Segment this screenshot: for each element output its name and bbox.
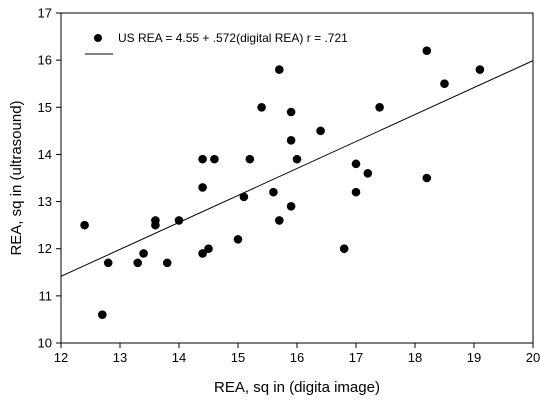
data-point: [292, 154, 302, 164]
x-tick-label: 14: [172, 350, 186, 365]
data-point: [363, 168, 373, 178]
plot-area-frame: [60, 12, 534, 344]
x-tick-label: 19: [467, 350, 481, 365]
data-point: [286, 135, 296, 145]
data-point: [98, 310, 107, 320]
y-tick-label: 15: [38, 100, 52, 115]
data-point: [375, 102, 384, 112]
data-point: [80, 220, 89, 230]
y-tick-label: 11: [39, 288, 53, 303]
data-points: [80, 46, 485, 320]
data-point: [139, 249, 148, 258]
x-tick-label: 17: [349, 350, 363, 365]
y-tick-label: 16: [38, 53, 52, 68]
x-tick-label: 12: [54, 350, 68, 365]
data-point: [351, 187, 361, 197]
data-point: [174, 216, 184, 225]
data-point: [151, 216, 160, 225]
data-point: [440, 79, 449, 89]
y-tick-label: 14: [38, 147, 52, 162]
data-point: [475, 65, 485, 74]
data-point: [204, 244, 213, 254]
data-point: [275, 216, 284, 225]
x-tick-label: 20: [526, 350, 540, 365]
y-tick-label: 17: [38, 6, 52, 21]
data-point: [269, 187, 278, 197]
legend-entry-label: US REA = 4.55 + .572(digital REA) r = .7…: [118, 31, 348, 45]
legend: US REA = 4.55 + .572(digital REA) r = .7…: [85, 31, 348, 55]
regression-line: [60, 60, 534, 277]
data-point: [339, 244, 349, 254]
x-tick-labels: 12 13 14 15 16 17 18 19 20: [54, 350, 540, 365]
data-point: [198, 183, 207, 192]
y-tick-label: 13: [38, 194, 52, 209]
data-point: [103, 258, 113, 268]
legend-marker-symbol: [94, 34, 102, 42]
data-point: [133, 258, 142, 268]
axis-ticks: [56, 12, 534, 348]
data-point: [210, 154, 219, 164]
y-tick-label: 12: [38, 241, 52, 256]
x-tick-label: 18: [408, 350, 422, 365]
y-axis-title: REA, sq in (ultrasound): [8, 100, 25, 255]
data-point: [316, 126, 325, 136]
x-axis-title: REA, sq in (digita image): [214, 379, 380, 396]
y-tick-labels: 10 11 12 13 14 15 16 17: [38, 6, 52, 351]
data-point: [198, 154, 207, 164]
x-tick-label: 13: [113, 350, 127, 365]
data-point: [422, 46, 432, 56]
data-point: [233, 234, 243, 244]
y-tick-label: 10: [38, 336, 52, 351]
data-point: [239, 192, 249, 202]
data-point: [257, 102, 266, 112]
data-point: [275, 65, 284, 74]
data-point: [162, 258, 172, 268]
data-point: [198, 249, 207, 258]
data-point: [286, 107, 296, 117]
x-tick-label: 15: [231, 350, 245, 365]
data-point: [351, 159, 361, 169]
data-point: [286, 201, 296, 211]
x-tick-label: 16: [290, 350, 304, 365]
data-point: [422, 173, 432, 183]
data-point: [245, 154, 255, 164]
